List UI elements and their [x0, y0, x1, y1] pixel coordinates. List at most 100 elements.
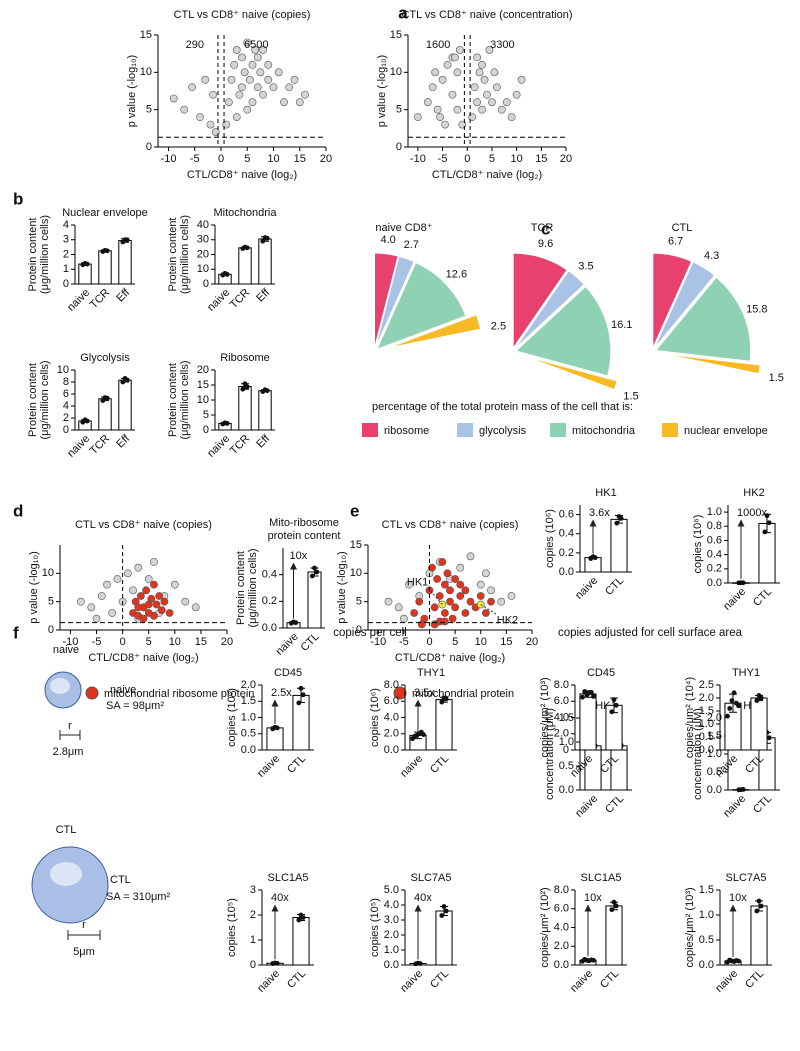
data-point [180, 105, 189, 114]
y-axis-label: copies/μm² (10⁴) [684, 677, 696, 758]
data-point [274, 960, 280, 966]
chart-title: THY1 [732, 667, 760, 679]
data-point [740, 787, 746, 792]
y-axis-label: Protein content [167, 363, 179, 437]
cell-title: naive [53, 644, 79, 656]
y-tick-label: 0.0 [707, 784, 722, 796]
x-tick-label: naive [274, 631, 301, 658]
data-point [124, 237, 130, 243]
data-point [84, 261, 90, 267]
chart-title: Nuclear envelope [62, 207, 148, 219]
x-tick-label: 15 [535, 153, 547, 165]
label-leader [480, 604, 498, 615]
x-tick-label: naive [398, 753, 425, 780]
y-tick-label: 0.6 [707, 534, 722, 546]
data-point [439, 699, 445, 705]
data-point [301, 90, 309, 99]
data-point [293, 620, 299, 626]
y-axis-label: copies (10⁵) [226, 898, 238, 957]
data-point [170, 580, 179, 589]
y-tick-label: 2.0 [241, 679, 256, 691]
y-tick-label: 2.0 [554, 728, 569, 740]
data-point [230, 60, 239, 69]
fold-annotation: 1000x [737, 507, 767, 519]
data-point [488, 98, 496, 107]
cell-area: SA = 310μm² [106, 891, 170, 903]
chart-title: Glycolysis [80, 352, 130, 364]
data-point [764, 513, 770, 519]
x-tick-label: 0 [464, 153, 470, 165]
data-point [312, 565, 317, 571]
x-tick-label: naive [65, 287, 92, 314]
y-tick-label: 1.0 [241, 711, 256, 723]
x-tick-label: Eff [114, 286, 133, 305]
y-tick-label: 3 [250, 884, 256, 896]
panel-label: a [398, 3, 408, 22]
data-point [483, 90, 491, 99]
x-tick-label: -10 [161, 153, 177, 165]
legend-swatch [457, 423, 473, 437]
data-point [754, 698, 760, 703]
x-tick-label: -5 [438, 153, 448, 165]
cell-name: naive [110, 684, 136, 696]
x-tick-label: -10 [410, 153, 426, 165]
slice-label: 1.5 [769, 372, 784, 384]
pie-slice [665, 353, 761, 375]
bar [584, 557, 602, 573]
slice-label: 6.7 [668, 235, 683, 247]
data-point [259, 90, 267, 99]
y-axis-label: Protein content [235, 551, 247, 625]
y-axis-label: (μg/million cells) [39, 215, 51, 294]
radius-value: 5μm [73, 946, 95, 958]
x-tick-label: 0 [120, 636, 126, 648]
slice-label: 2.5 [491, 321, 506, 333]
data-point [92, 614, 101, 623]
x-tick-label: 20 [560, 153, 572, 165]
x-tick-label: Eff [254, 432, 273, 451]
x-tick-label: naive [398, 968, 425, 995]
slice-label: 1.5 [623, 390, 638, 402]
data-point [476, 580, 485, 589]
x-tick-label: naive [568, 968, 595, 995]
fold-annotation: 3.6x [589, 507, 610, 519]
data-point [441, 904, 447, 909]
chart-title: naive CD8⁺ [375, 222, 432, 234]
y-axis-label: p value (-log₁₀) [336, 551, 348, 623]
chart-title: TCR [531, 222, 554, 234]
data-point [206, 120, 215, 129]
x-tick-label: -5 [399, 636, 409, 648]
y-tick-label: 0.0 [554, 959, 569, 971]
y-tick-label: 8 [63, 376, 69, 388]
data-point [260, 238, 266, 244]
x-tick-label: CTL [428, 753, 451, 776]
data-point [243, 105, 252, 114]
data-point [201, 75, 210, 84]
legend-marker [85, 686, 99, 700]
data-point [394, 603, 403, 612]
fold-annotation: 40x [271, 892, 289, 904]
pie-slice [374, 255, 415, 349]
data-point [466, 597, 475, 606]
bar [78, 263, 92, 285]
y-tick-label: 0.6 [559, 508, 574, 520]
bar [238, 247, 252, 285]
data-point [224, 98, 233, 107]
x-tick-label: Eff [114, 432, 133, 451]
y-axis-label: copies/μm² (10³) [539, 677, 551, 757]
x-tick-label: naive [573, 793, 600, 820]
data-point [124, 377, 130, 383]
x-tick-label: 0 [218, 153, 224, 165]
slice-label: 4.0 [381, 234, 396, 246]
chart-title: HK2 [743, 487, 764, 499]
data-point [251, 46, 260, 54]
y-tick-label: 15 [197, 379, 209, 391]
fold-annotation: 2.5x [271, 687, 292, 699]
y-tick-label: 8.0 [384, 679, 399, 691]
data-point [410, 609, 419, 617]
chart-title: CTL vs CD8⁺ naive (concentration) [401, 9, 572, 21]
x-tick-label: -5 [190, 153, 200, 165]
data-point [591, 957, 596, 963]
y-tick-label: 2.0 [384, 929, 399, 941]
data-point [108, 609, 117, 617]
bar [605, 905, 623, 966]
